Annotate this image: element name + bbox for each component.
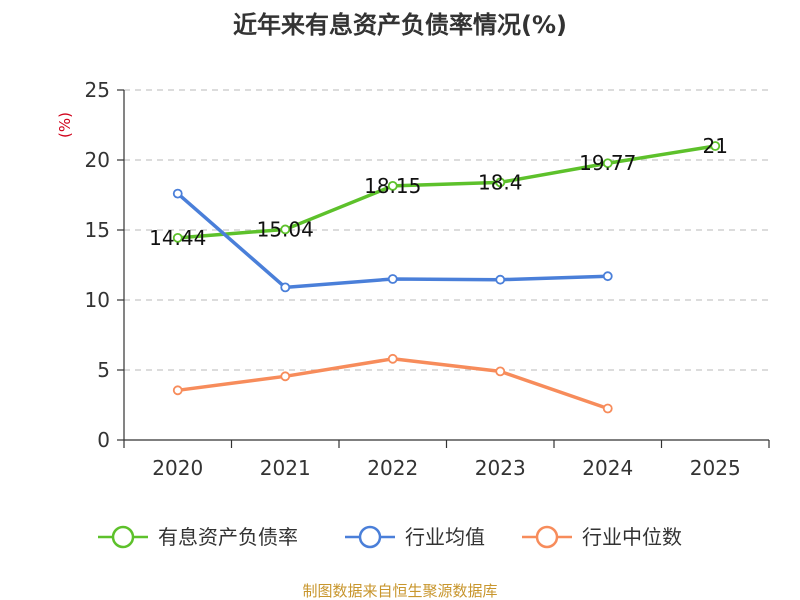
legend-marker [535,525,559,549]
series-line [176,357,610,411]
data-label: 21 [703,134,728,158]
data-label: 19.77 [579,151,636,175]
y-tick-label: 20 [85,148,110,172]
chart-title: 近年来有息资产负债率情况(%) [233,11,567,39]
y-tick-label: 25 [85,78,110,102]
y-tick-label: 15 [85,218,110,242]
data-label: 18.15 [364,174,421,198]
legend-marker [358,525,382,549]
data-point [602,271,613,282]
data-point [495,274,506,285]
source-note: 制图数据来自恒生聚源数据库 [302,582,497,600]
series-0 [172,141,721,243]
data-point [387,353,398,364]
legend-label: 有息资产负债率 [158,525,298,549]
data-point [280,224,291,235]
data-labels: 14.44 15.04 18.15 18.4 19.77 21 [149,134,728,250]
data-point [387,274,398,284]
legend-item-2[interactable]: 行业中位数 [522,525,682,549]
series-line [176,144,717,240]
x-tick-label: 2020 [152,456,203,480]
data-point [172,385,183,396]
series-1 [172,188,613,293]
series-lines [172,141,721,414]
data-point [280,371,291,382]
legend-item-1[interactable]: 行业均值 [345,525,485,549]
x-tick-label: 2022 [367,456,418,480]
legend-label: 行业中位数 [582,525,682,549]
data-point [602,158,613,169]
series-line [176,191,610,290]
x-tick-label: 2024 [582,456,633,480]
series-2 [172,353,613,414]
data-point [495,366,506,377]
x-tick-label: 2021 [260,456,311,480]
data-label: 15.04 [257,217,314,241]
legend[interactable]: 有息资产负债率 行业均值 行业中位数 [98,525,682,549]
data-point [602,403,613,414]
x-tick-label: 2025 [690,456,741,480]
legend-item-0[interactable]: 有息资产负债率 [98,525,298,549]
grid [124,89,769,371]
data-point [387,180,398,191]
data-label: 18.4 [478,170,523,194]
data-point [172,188,183,199]
data-point [172,232,183,243]
y-tick-label: 0 [97,428,110,452]
data-point [710,141,721,151]
data-label: 14.44 [149,226,206,250]
y-tick-label: 5 [97,358,110,382]
x-tick-label: 2023 [475,456,526,480]
y-axis-label: (%) [56,112,74,138]
legend-label: 行业均值 [405,525,485,549]
legend-marker [111,525,135,549]
data-point [280,282,291,293]
y-tick-label: 10 [85,288,110,312]
data-point [495,177,506,188]
